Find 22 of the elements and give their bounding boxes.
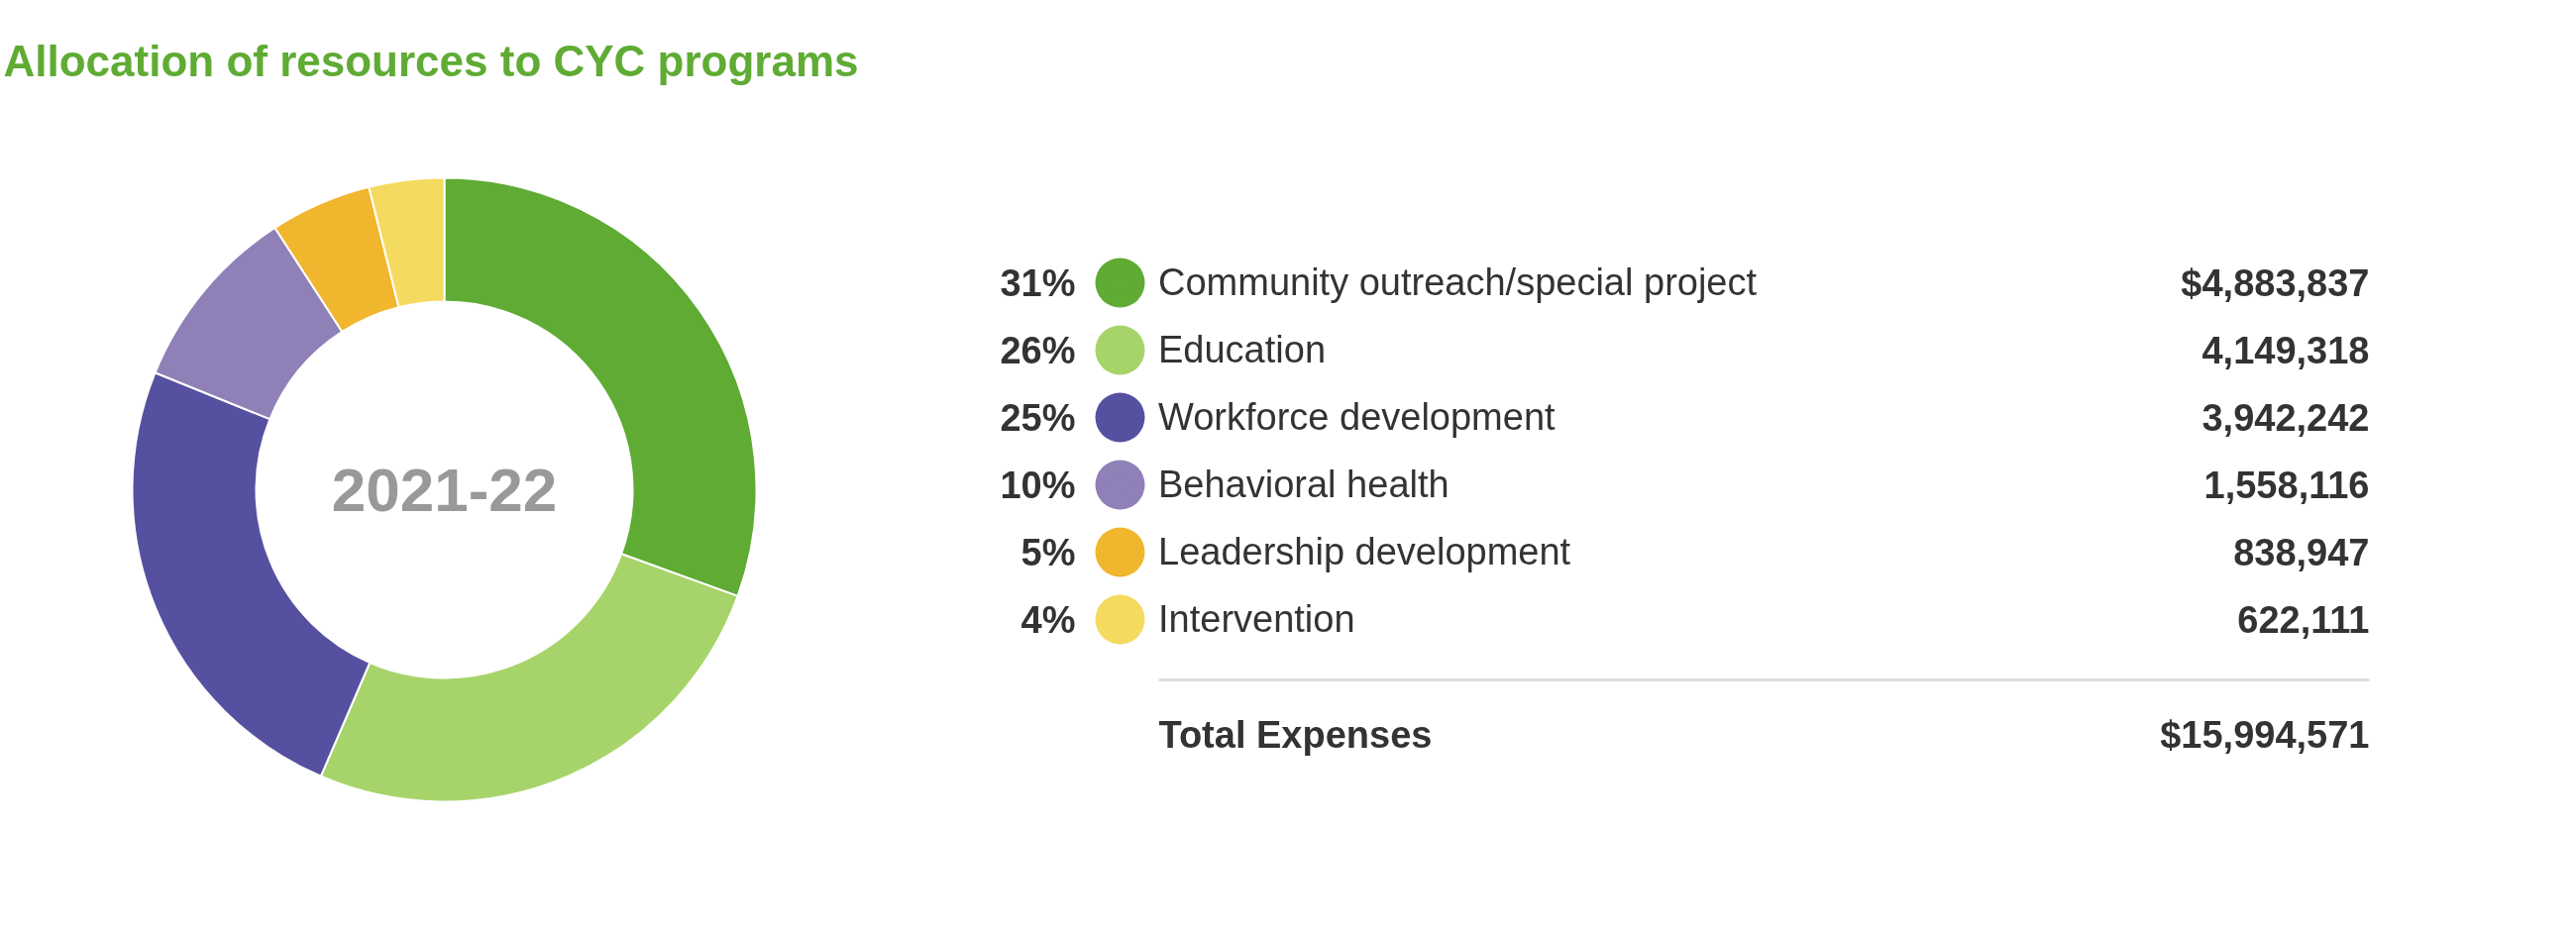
text: 4% bbox=[1020, 598, 1076, 641]
text: Total Expenses bbox=[1158, 713, 1433, 756]
text: 5% bbox=[1020, 531, 1076, 573]
data-label: 4,149,318 bbox=[2201, 330, 2370, 371]
data-label: 838,947 bbox=[2233, 532, 2370, 573]
text: 10% bbox=[1000, 464, 1076, 506]
legend-label: Leadership development bbox=[1158, 529, 1571, 574]
chart-title: Allocation of resources to CYC programs bbox=[3, 37, 859, 85]
text: 2021-22 bbox=[331, 455, 558, 524]
text: 26% bbox=[1000, 329, 1076, 371]
data-label: 3,942,242 bbox=[2201, 397, 2370, 439]
legend-label: Community outreach/special project bbox=[1158, 259, 1758, 305]
text: $15,994,571 bbox=[2160, 713, 2370, 756]
legend-label: Workforce development bbox=[1158, 394, 1556, 440]
data-label: $4,883,837 bbox=[2181, 261, 2370, 304]
legend-label: Education bbox=[1158, 327, 1327, 372]
legend-label: Behavioral health bbox=[1158, 462, 1449, 507]
legend-label: Intervention bbox=[1158, 596, 1355, 642]
text: 31% bbox=[1000, 261, 1076, 304]
data-label: 622,111 bbox=[2237, 599, 2370, 641]
data-label: 1,558,116 bbox=[2203, 465, 2370, 506]
text: 25% bbox=[1000, 396, 1076, 439]
